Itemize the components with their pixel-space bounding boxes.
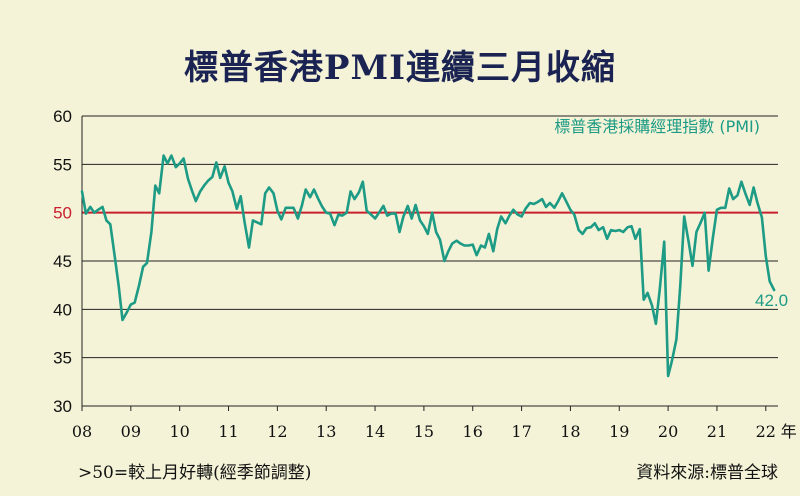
y-tick-35: 35 xyxy=(53,349,72,368)
end-value-label: 42.0 xyxy=(755,291,788,310)
x-tick-22: 22 xyxy=(756,422,776,441)
x-tick-20: 20 xyxy=(658,422,678,441)
y-tick-60: 60 xyxy=(53,107,72,126)
y-tick-30: 30 xyxy=(53,397,72,416)
x-tick-16: 16 xyxy=(463,422,483,441)
x-tick-19: 19 xyxy=(609,422,629,441)
footnote-source: 資料來源:標普全球 xyxy=(636,463,778,483)
legend-label: 標普香港採購經理指數 (PMI) xyxy=(554,117,760,136)
x-tick-12: 12 xyxy=(267,422,287,441)
footnote-threshold: >50=較上月好轉(經季節調整) xyxy=(78,463,312,483)
x-tick-17: 17 xyxy=(511,422,531,441)
x-axis-unit: 年 xyxy=(781,422,797,441)
y-tick-45: 45 xyxy=(53,252,72,271)
x-tick-08: 08 xyxy=(72,422,92,441)
series-line-pmi xyxy=(80,154,776,378)
x-tick-21: 21 xyxy=(707,422,727,441)
x-tick-11: 11 xyxy=(218,422,238,441)
x-tick-15: 15 xyxy=(414,422,434,441)
x-tick-09: 09 xyxy=(121,422,141,441)
x-tick-13: 13 xyxy=(316,422,336,441)
y-tick-55: 55 xyxy=(53,155,72,174)
chart-title: 標普香港PMI連續三月收縮 xyxy=(183,48,617,88)
x-tick-18: 18 xyxy=(560,422,580,441)
x-tick-10: 10 xyxy=(170,422,190,441)
x-tick-14: 14 xyxy=(365,422,385,441)
y-tick-40: 40 xyxy=(53,300,72,319)
y-tick-50: 50 xyxy=(53,204,72,223)
